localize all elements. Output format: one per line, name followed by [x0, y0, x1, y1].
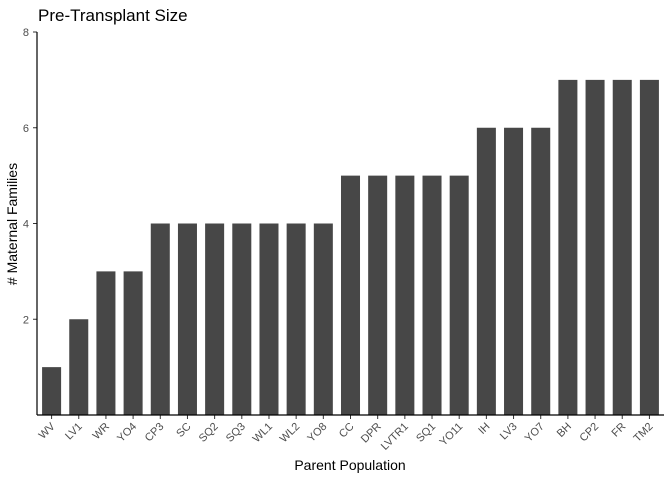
bar-wv — [42, 367, 62, 416]
x-tick-label: LV1 — [63, 421, 85, 443]
x-tick-label: WR — [91, 421, 112, 442]
bar-yo8 — [313, 223, 333, 415]
bar-cp2 — [585, 79, 605, 416]
x-tick-label: YO7 — [523, 421, 547, 445]
y-tick-label: 4 — [23, 219, 29, 231]
x-tick-label: YO4 — [115, 421, 139, 445]
bar-fr — [612, 79, 632, 416]
bar-sq2 — [205, 223, 225, 415]
chart-title: Pre-Transplant Size — [38, 6, 188, 25]
bar-tm2 — [639, 79, 659, 416]
x-tick-label: WL1 — [251, 421, 275, 445]
x-tick-label: LVTR1 — [379, 421, 411, 453]
x-tick-label: SQ1 — [414, 421, 438, 445]
y-axis-ticks: 2 4 6 8 — [23, 27, 37, 326]
bar-cp3 — [150, 223, 170, 415]
bar-lvtr1 — [395, 175, 415, 416]
x-tick-label: LV3 — [498, 421, 520, 443]
bar-lv3 — [504, 127, 524, 415]
x-tick-label: SC — [174, 421, 193, 440]
x-tick-label: TM2 — [631, 421, 655, 445]
x-tick-label: FR — [610, 421, 629, 440]
y-tick-label: 6 — [23, 123, 29, 135]
x-tick-label: WL2 — [278, 421, 302, 445]
bar-ih — [476, 127, 496, 415]
x-tick-label: SQ2 — [197, 421, 221, 445]
x-tick-label: SQ3 — [224, 421, 248, 445]
bar-yo4 — [123, 271, 143, 416]
x-tick-label: CC — [337, 421, 357, 441]
bar-lv1 — [69, 319, 89, 415]
bar-cc — [340, 175, 361, 416]
x-tick-label: CP2 — [578, 421, 602, 445]
bar-bh — [558, 79, 578, 416]
bar-dpr — [368, 175, 388, 416]
bar-yo7 — [531, 127, 551, 415]
bar-sq3 — [232, 223, 252, 415]
x-tick-label: IH — [476, 421, 492, 437]
bar-sq1 — [422, 175, 442, 416]
bar-wl2 — [286, 223, 306, 415]
bar-wl1 — [259, 223, 279, 415]
bar-sc — [177, 223, 197, 415]
bar-yo11 — [449, 175, 469, 416]
x-axis-title: Parent Population — [294, 457, 405, 473]
x-tick-label: BH — [555, 421, 574, 440]
x-tick-label: YO8 — [305, 421, 329, 445]
x-tick-label: YO11 — [438, 421, 466, 449]
x-tick-label: CP3 — [143, 421, 167, 445]
bar-wr — [96, 271, 116, 416]
y-tick-label: 8 — [23, 27, 29, 39]
x-axis-ticks: WV LV1 WR YO4 CP3 SC SQ2 SQ3 WL1 WL2 YO8 CC DPRLVTR1… — [37, 415, 656, 453]
y-tick-label: 2 — [23, 314, 29, 326]
bars — [42, 79, 659, 416]
x-tick-label: WV — [37, 420, 58, 441]
y-axis-title: # Maternal Families — [4, 163, 20, 285]
